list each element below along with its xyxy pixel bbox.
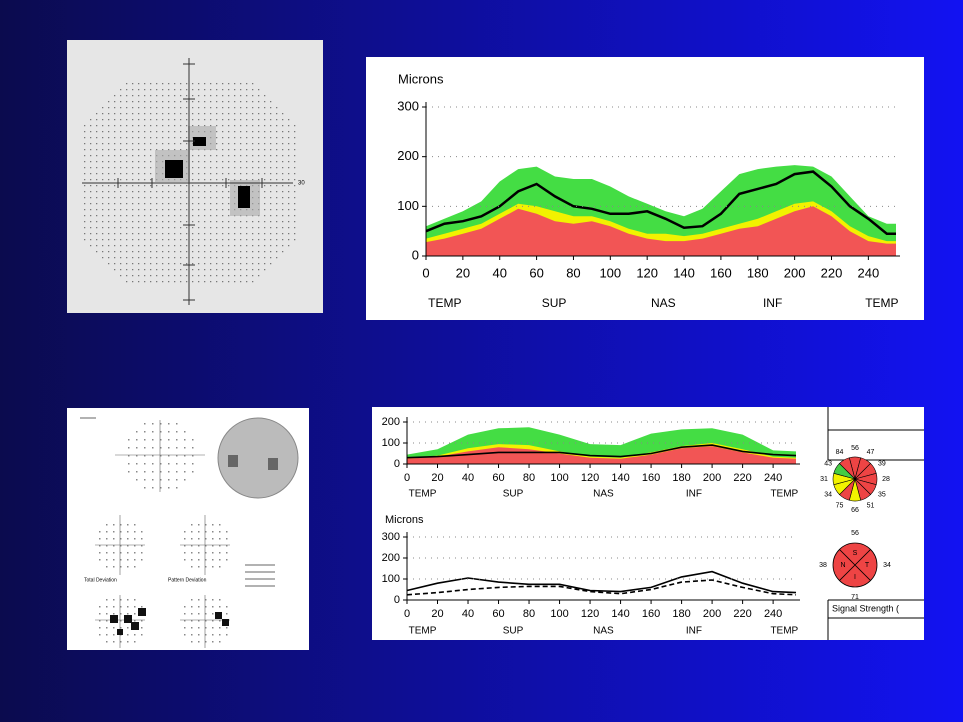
region-label: TEMP xyxy=(428,296,461,310)
x-tick-label: 60 xyxy=(492,472,504,484)
x-tick-label: 160 xyxy=(642,608,660,620)
x-tick-label: 140 xyxy=(673,265,695,280)
y-tick-label: 200 xyxy=(382,552,400,564)
x-tick-label: 220 xyxy=(733,608,751,620)
quadrant-value: 38 xyxy=(819,562,827,569)
x-tick-label: 160 xyxy=(642,472,660,484)
y-tick-label: 200 xyxy=(382,416,400,428)
printout-dark xyxy=(268,458,278,470)
x-tick-label: 140 xyxy=(611,472,629,484)
clock-value: 28 xyxy=(882,476,890,483)
region-label: SUP xyxy=(542,296,567,310)
x-tick-label: 140 xyxy=(611,608,629,620)
x-tick-label: 220 xyxy=(821,265,843,280)
region-label: INF xyxy=(686,489,702,500)
clock-value: 56 xyxy=(851,445,859,452)
clock-value: 35 xyxy=(878,491,886,498)
x-tick-label: 240 xyxy=(764,608,782,620)
slide: Signal Strength ( 30 Total Deviation Patte… xyxy=(0,0,963,722)
x-tick-label: 120 xyxy=(636,265,658,280)
clock-value: 51 xyxy=(867,503,875,510)
x-tick-label: 0 xyxy=(404,608,410,620)
region-label: TEMP xyxy=(770,626,798,637)
x-tick-label: 240 xyxy=(858,265,880,280)
x-tick-label: 0 xyxy=(422,265,429,280)
field-axis-label: 30 xyxy=(298,181,305,187)
region-label: TEMP xyxy=(409,626,437,637)
y-tick-label: 0 xyxy=(412,247,419,262)
region-label: SUP xyxy=(503,626,524,637)
y-tick-label: 200 xyxy=(397,148,419,163)
clock-value: 43 xyxy=(824,460,832,467)
y-tick-label: 300 xyxy=(397,98,419,113)
x-tick-label: 0 xyxy=(404,472,410,484)
region-label: SUP xyxy=(503,489,524,500)
x-tick-label: 40 xyxy=(492,265,506,280)
x-tick-label: 20 xyxy=(431,472,443,484)
x-tick-label: 200 xyxy=(784,265,806,280)
chart-title: Microns xyxy=(398,71,444,86)
x-tick-label: 160 xyxy=(710,265,732,280)
x-tick-label: 20 xyxy=(456,265,470,280)
x-tick-label: 20 xyxy=(431,608,443,620)
y-tick-label: 300 xyxy=(382,531,400,543)
y-tick-label: 0 xyxy=(394,594,400,606)
x-tick-label: 180 xyxy=(672,472,690,484)
x-tick-label: 200 xyxy=(703,472,721,484)
region-label: NAS xyxy=(593,626,614,637)
x-tick-label: 80 xyxy=(523,608,535,620)
x-tick-label: 200 xyxy=(703,608,721,620)
field-defect xyxy=(238,186,250,208)
x-tick-label: 240 xyxy=(764,472,782,484)
printout-label: Total Deviation xyxy=(84,577,117,583)
region-label: TEMP xyxy=(770,489,798,500)
y-tick-label: 100 xyxy=(382,573,400,585)
x-tick-label: 180 xyxy=(672,608,690,620)
x-tick-label: 40 xyxy=(462,472,474,484)
clock-value: 34 xyxy=(824,491,832,498)
y-tick-label: 0 xyxy=(394,458,400,470)
x-tick-label: 100 xyxy=(550,608,568,620)
clock-value: 47 xyxy=(867,449,875,456)
x-tick-label: 100 xyxy=(550,472,568,484)
quadrant-label: N xyxy=(840,562,845,569)
field-defect xyxy=(165,160,183,178)
x-tick-label: 100 xyxy=(599,265,621,280)
region-label: INF xyxy=(686,626,702,637)
clock-value: 39 xyxy=(878,460,886,467)
x-tick-label: 40 xyxy=(462,608,474,620)
x-tick-label: 120 xyxy=(581,472,599,484)
signal-strength-label: Signal Strength ( xyxy=(832,603,899,613)
y-tick-label: 100 xyxy=(397,198,419,213)
quadrant-value: 71 xyxy=(851,594,859,601)
quadrant-label: I xyxy=(854,574,856,581)
x-tick-label: 60 xyxy=(492,608,504,620)
x-tick-label: 80 xyxy=(523,472,535,484)
field-plot-panel xyxy=(67,40,323,313)
quadrant-value: 56 xyxy=(851,530,859,537)
x-tick-label: 120 xyxy=(581,608,599,620)
clock-value: 66 xyxy=(851,507,859,514)
region-label: NAS xyxy=(593,489,614,500)
region-label: TEMP xyxy=(865,296,898,310)
x-tick-label: 220 xyxy=(733,472,751,484)
clock-value: 31 xyxy=(820,476,828,483)
clock-value: 84 xyxy=(836,449,844,456)
chart-title: Microns xyxy=(385,514,424,526)
y-tick-label: 100 xyxy=(382,437,400,449)
printout-dark xyxy=(228,455,238,467)
quadrant-label: S xyxy=(853,550,858,557)
printout-label: Pattern Deviation xyxy=(168,577,207,583)
x-tick-label: 80 xyxy=(566,265,580,280)
clock-value: 75 xyxy=(836,503,844,510)
quadrant-label: T xyxy=(865,562,870,569)
x-tick-label: 60 xyxy=(529,265,543,280)
x-tick-label: 180 xyxy=(747,265,769,280)
quadrant-value: 34 xyxy=(883,562,891,569)
region-label: NAS xyxy=(651,296,676,310)
region-label: TEMP xyxy=(409,489,437,500)
page: Signal Strength ( 30 Total Deviation Patte… xyxy=(0,0,963,722)
region-label: INF xyxy=(763,296,782,310)
